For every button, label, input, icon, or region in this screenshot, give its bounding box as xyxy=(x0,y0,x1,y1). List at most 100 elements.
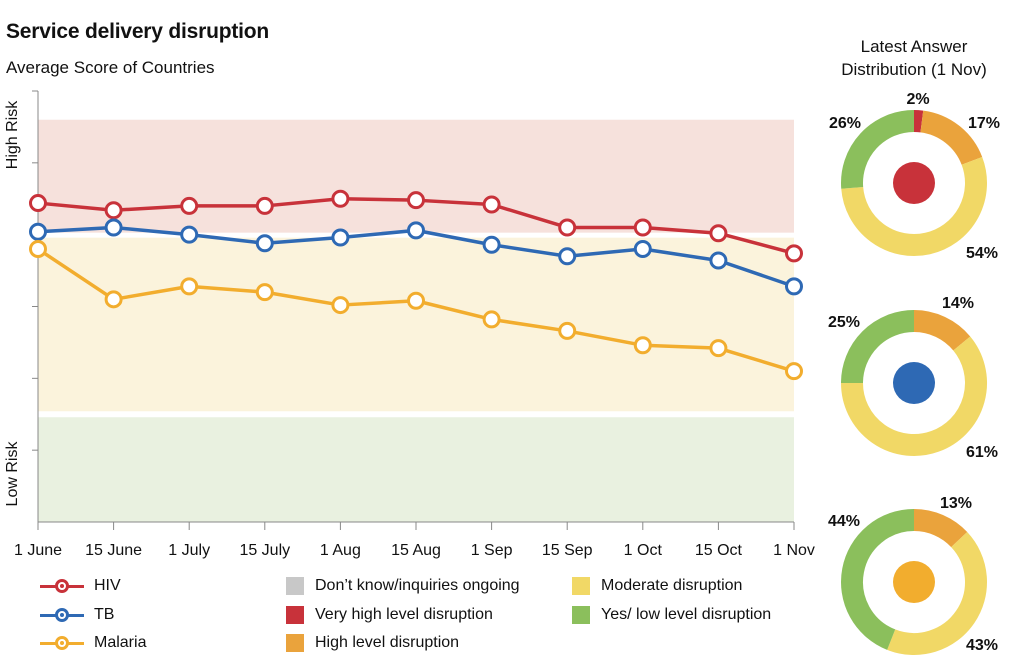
data-point-malaria xyxy=(180,277,199,296)
donut-center-hiv xyxy=(893,162,935,204)
data-point-tb xyxy=(104,218,123,237)
data-point-malaria xyxy=(633,336,652,355)
data-point-malaria xyxy=(331,296,350,315)
x-tick-label: 1 Oct xyxy=(624,542,663,559)
donut-slice-malaria xyxy=(913,509,968,548)
band-high xyxy=(38,119,794,235)
donut-slice-malaria xyxy=(887,532,987,655)
band-low xyxy=(38,414,794,522)
x-tick-label: 15 Aug xyxy=(391,542,441,559)
legend-item-category: Yes/ low level disruption xyxy=(572,604,771,626)
donut-label-hiv: 17% xyxy=(968,115,1000,132)
legend-item-malaria: Malaria xyxy=(40,632,146,654)
legend-color-swatch xyxy=(572,577,590,595)
legend-marker xyxy=(55,608,69,622)
donut-slice-malaria xyxy=(841,509,915,650)
legend-item-category: Moderate disruption xyxy=(572,575,742,597)
data-point-hiv xyxy=(709,224,728,243)
x-tick-label: 1 Sep xyxy=(471,542,513,559)
donut-slice-tb xyxy=(913,310,971,351)
data-point-malaria xyxy=(558,321,577,340)
donut-label-tb: 14% xyxy=(942,295,974,312)
data-point-malaria xyxy=(104,290,123,309)
x-tick-label: 15 Oct xyxy=(695,542,743,559)
x-tick-label: 1 July xyxy=(168,542,210,559)
data-point-tb xyxy=(785,277,803,296)
band-divider xyxy=(38,411,794,418)
data-point-hiv xyxy=(104,201,123,220)
legend-label: Malaria xyxy=(94,634,147,651)
donut-slice-tb xyxy=(841,336,987,456)
donut-slice-hiv xyxy=(841,156,987,256)
data-point-hiv xyxy=(255,196,274,215)
data-point-tb xyxy=(558,247,577,266)
x-tick-label: 1 Aug xyxy=(320,542,361,559)
legend-item-category: Very high level disruption xyxy=(286,604,493,626)
data-point-hiv xyxy=(407,191,425,210)
x-tick-label: 15 July xyxy=(239,542,290,559)
donut-label-hiv: 2% xyxy=(906,91,929,108)
legend-marker xyxy=(55,579,69,593)
x-tick-label: 1 Nov xyxy=(773,542,815,559)
legend-item-category: High level disruption xyxy=(286,632,459,654)
data-point-malaria xyxy=(255,283,274,302)
data-point-hiv xyxy=(633,218,652,237)
data-point-malaria xyxy=(407,291,425,310)
data-point-tb xyxy=(407,221,425,240)
data-point-hiv xyxy=(785,244,803,263)
donut-label-hiv: 54% xyxy=(966,245,998,262)
chart-title: Service delivery disruption xyxy=(6,20,270,43)
band-moderate xyxy=(38,234,794,415)
donut-center-malaria xyxy=(893,561,935,603)
legend-line-swatch xyxy=(40,604,84,626)
legend-line-swatch xyxy=(40,632,84,654)
data-point-tb xyxy=(482,235,501,254)
donut-slice-hiv xyxy=(841,110,915,189)
data-point-malaria xyxy=(785,362,803,381)
legend-label: Moderate disruption xyxy=(601,577,743,594)
donut-label-tb: 61% xyxy=(966,444,998,461)
donut-slice-tb xyxy=(841,310,915,384)
legend-color-swatch xyxy=(286,606,304,624)
data-point-tb xyxy=(633,240,652,259)
data-point-tb xyxy=(255,234,274,253)
legend-label: TB xyxy=(94,606,115,623)
data-point-tb xyxy=(709,251,728,270)
legend-label: HIV xyxy=(94,577,121,594)
data-point-tb xyxy=(29,222,47,241)
legend-color-swatch xyxy=(286,577,304,595)
legend-label: Yes/ low level disruption xyxy=(601,606,772,623)
data-point-tb xyxy=(180,225,199,244)
legend-line-swatch xyxy=(40,575,84,597)
donut-center-tb xyxy=(893,362,935,404)
legend-item-tb: TB xyxy=(40,604,114,626)
data-point-malaria xyxy=(709,339,728,358)
y-label-high-risk: High Risk xyxy=(4,100,21,169)
y-label-low-risk: Low Risk xyxy=(4,441,21,507)
donut-title: Latest Answer Distribution (1 Nov) xyxy=(841,37,987,79)
x-tick-label: 15 Sep xyxy=(542,542,593,559)
legend-label: Very high level disruption xyxy=(315,606,493,623)
legend-item-hiv: HIV xyxy=(40,575,121,597)
donut-label-malaria: 44% xyxy=(828,513,860,530)
legend-color-swatch xyxy=(286,634,304,652)
x-tick-label: 1 June xyxy=(14,542,62,559)
chart-subtitle: Average Score of Countries xyxy=(6,58,215,77)
legend-item-category: Don’t know/inquiries ongoing xyxy=(286,575,520,597)
data-point-hiv xyxy=(29,194,47,213)
donut-label-malaria: 13% xyxy=(940,495,972,512)
data-point-hiv xyxy=(180,196,199,215)
data-point-hiv xyxy=(558,218,577,237)
donut-label-malaria: 43% xyxy=(966,637,998,654)
data-point-hiv xyxy=(482,195,501,214)
legend-label: Don’t know/inquiries ongoing xyxy=(315,577,520,594)
data-point-malaria xyxy=(29,240,47,259)
data-point-malaria xyxy=(482,310,501,329)
donut-label-tb: 25% xyxy=(828,314,860,331)
data-point-hiv xyxy=(331,189,350,208)
x-tick-label: 15 June xyxy=(85,542,142,559)
donut-label-hiv: 26% xyxy=(829,115,861,132)
legend-label: High level disruption xyxy=(315,634,460,651)
legend-color-swatch xyxy=(572,606,590,624)
